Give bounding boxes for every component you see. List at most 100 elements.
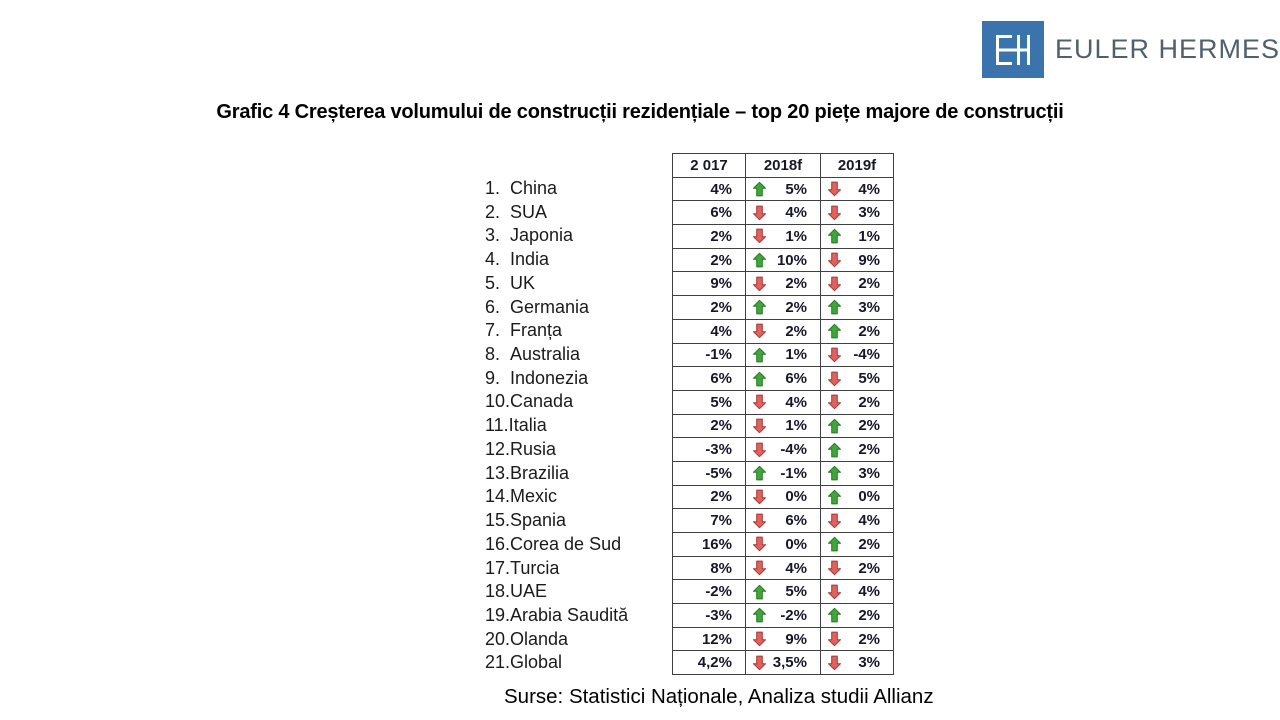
forecast-value: 3,5% xyxy=(772,654,807,672)
table-row: 6% 6% 5% xyxy=(672,366,894,391)
trend-down-icon xyxy=(753,489,766,505)
forecast-value: 9% xyxy=(858,251,880,269)
value-2017: 6% xyxy=(672,366,746,391)
trend-down-icon xyxy=(828,205,841,220)
country-list-item: 8. Australia xyxy=(485,344,581,365)
forecast-value: -1% xyxy=(780,464,807,482)
value-2018f: 0% xyxy=(745,532,821,557)
forecast-table: 2 017 2018f 2019f 4% 5% 4% 6% 4% 3% 2% 1% 1% 2% 10… xyxy=(672,153,894,676)
trend-up-icon xyxy=(828,323,841,339)
table-row: 12% 9% 2% xyxy=(672,626,894,652)
forecast-value: 9% xyxy=(785,630,807,648)
trend-down-icon xyxy=(753,418,766,434)
trend-up-icon xyxy=(828,608,841,623)
value-2018f: 6% xyxy=(745,366,821,391)
value-2017: -5% xyxy=(672,460,746,486)
value-2018f: 4% xyxy=(745,200,821,226)
forecast-value: 5% xyxy=(785,583,807,601)
forecast-value: -4% xyxy=(853,346,880,364)
trend-down-icon xyxy=(753,655,766,670)
forecast-value: 2% xyxy=(858,275,880,293)
value-2018f: 0% xyxy=(745,484,821,510)
trend-up-icon xyxy=(828,229,841,244)
value-2019f: 3% xyxy=(820,200,894,226)
value-2018f: -1% xyxy=(745,460,821,486)
table-row: 2% 2% 3% xyxy=(672,295,894,320)
forecast-value: 5% xyxy=(858,370,880,388)
trend-down-icon xyxy=(828,631,841,647)
value-2018f: 3,5% xyxy=(745,650,821,676)
trend-up-icon xyxy=(828,442,841,457)
value-2017: 2% xyxy=(672,484,746,510)
trend-down-icon xyxy=(753,323,766,339)
table-row: 2% 10% 9% xyxy=(672,247,894,273)
col-header-2019f: 2019f xyxy=(820,153,894,178)
trend-down-icon xyxy=(828,513,841,528)
value-2019f: 2% xyxy=(820,271,894,297)
source-note: Surse: Statistici Naționale, Analiza stu… xyxy=(504,685,934,708)
value-2019f: 9% xyxy=(820,247,894,273)
country-list-item: 3. Japonia xyxy=(485,225,574,246)
value-2017: -3% xyxy=(672,437,746,462)
forecast-value: 2% xyxy=(785,298,807,316)
forecast-value: 6% xyxy=(785,370,807,388)
trend-down-icon xyxy=(753,513,766,528)
forecast-value: 2% xyxy=(858,630,880,648)
trend-down-icon xyxy=(753,631,766,647)
table-row: 9% 2% 2% xyxy=(672,271,894,297)
value-2018f: 1% xyxy=(745,413,821,439)
value-2019f: 2% xyxy=(820,413,894,439)
country-list: 1. China 2. SUA 3. Japonia 4. India 5. UK 6. … xyxy=(485,177,628,675)
trend-down-icon xyxy=(828,181,841,197)
forecast-value: 2% xyxy=(785,322,807,340)
chart-title: Grafic 4 Creșterea volumului de construc… xyxy=(216,101,1064,123)
value-2019f: 2% xyxy=(820,626,894,652)
trend-up-icon xyxy=(828,418,841,434)
country-list-item: 21.Global xyxy=(485,652,563,673)
forecast-value: 3% xyxy=(858,298,880,316)
trend-down-icon xyxy=(828,252,841,268)
forecast-value: 5% xyxy=(785,180,807,198)
forecast-value: 2% xyxy=(858,535,880,553)
trend-down-icon xyxy=(753,536,766,552)
value-2019f: 1% xyxy=(820,224,894,249)
value-2018f: 9% xyxy=(745,626,821,652)
forecast-value: 2% xyxy=(858,441,880,459)
forecast-value: 3% xyxy=(858,654,880,672)
value-2019f: 2% xyxy=(820,555,894,581)
forecast-value: 6% xyxy=(785,512,807,530)
value-2017: 9% xyxy=(672,271,746,297)
country-list-item: 7. Franța xyxy=(485,320,563,341)
forecast-value: 2% xyxy=(858,322,880,340)
country-list-item: 14.Mexic xyxy=(485,486,558,507)
table-row: -3% -2% 2% xyxy=(672,603,894,628)
country-list-item: 18.UAE xyxy=(485,581,548,602)
value-2019f: -4% xyxy=(820,342,894,368)
value-2018f: 4% xyxy=(745,555,821,581)
country-list-item: 10.Canada xyxy=(485,391,574,412)
trend-down-icon xyxy=(828,394,841,410)
forecast-value: 4% xyxy=(785,393,807,411)
forecast-value: 10% xyxy=(776,251,807,269)
value-2019f: 3% xyxy=(820,295,894,320)
trend-up-icon xyxy=(753,466,766,481)
value-2018f: 2% xyxy=(745,318,821,344)
trend-up-icon xyxy=(753,252,766,268)
forecast-value: 4% xyxy=(858,180,880,198)
trend-down-icon xyxy=(753,276,766,291)
value-2019f: 2% xyxy=(820,389,894,415)
value-2018f: 1% xyxy=(745,342,821,368)
forecast-value: 0% xyxy=(785,488,807,506)
trend-down-icon xyxy=(753,394,766,410)
country-list-item: 6. Germania xyxy=(485,296,590,317)
value-2018f: 5% xyxy=(745,579,821,605)
trend-up-icon xyxy=(753,347,766,363)
country-list-item: 20.Olanda xyxy=(485,628,569,649)
value-2017: 6% xyxy=(672,200,746,226)
value-2017: 7% xyxy=(672,508,746,533)
col-header-2018f: 2018f xyxy=(745,153,821,178)
value-2019f: 2% xyxy=(820,532,894,557)
value-2017: 2% xyxy=(672,295,746,320)
value-2018f: 4% xyxy=(745,389,821,415)
table-row: 16% 0% 2% xyxy=(672,532,894,557)
